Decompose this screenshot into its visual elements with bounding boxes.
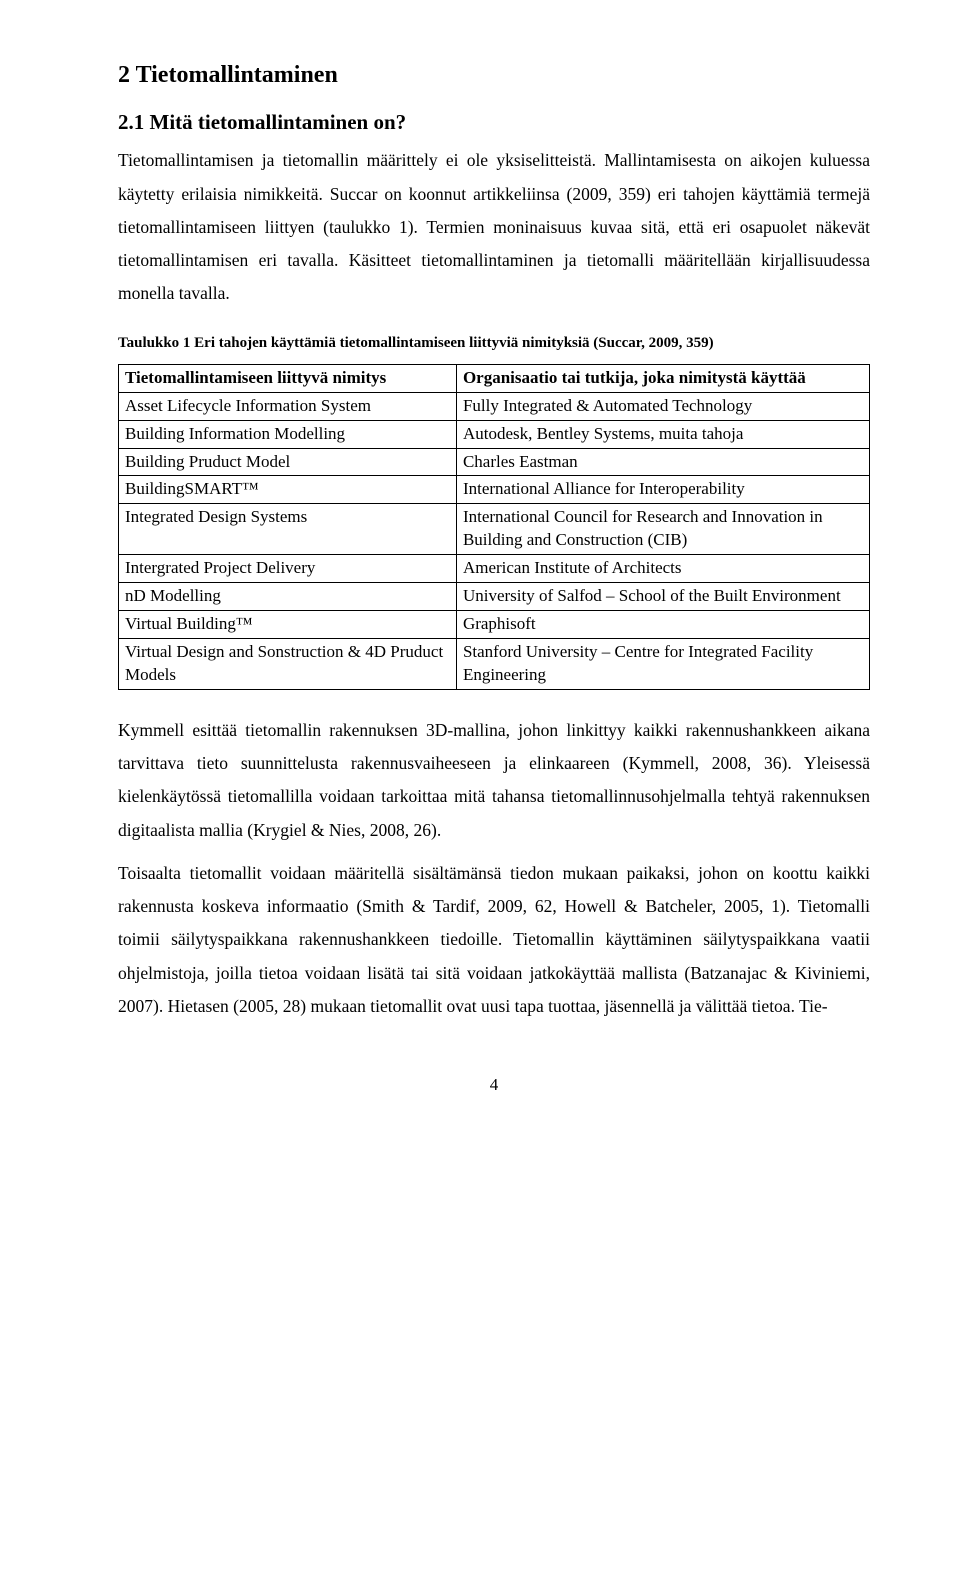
page-number: 4 <box>118 1069 870 1101</box>
table-cell: Autodesk, Bentley Systems, muita tahoja <box>456 420 869 448</box>
table-header-term: Tietomallintamiseen liittyvä nimitys <box>119 364 457 392</box>
table-row: Virtual Design and Sonstruction & 4D Pru… <box>119 639 870 690</box>
table-row: nD ModellingUniversity of Salfod – Schoo… <box>119 583 870 611</box>
table-cell: Fully Integrated & Automated Technology <box>456 392 869 420</box>
table-cell: International Alliance for Interoperabil… <box>456 476 869 504</box>
table-cell: Virtual Design and Sonstruction & 4D Pru… <box>119 639 457 690</box>
table-row: BuildingSMART™International Alliance for… <box>119 476 870 504</box>
table-cell: nD Modelling <box>119 583 457 611</box>
table-row: Integrated Design SystemsInternational C… <box>119 504 870 555</box>
table-cell: Stanford University – Centre for Integra… <box>456 639 869 690</box>
table-cell: International Council for Research and I… <box>456 504 869 555</box>
table-cell: University of Salfod – School of the Bui… <box>456 583 869 611</box>
heading-level-1: 2 Tietomallintaminen <box>118 60 870 91</box>
table-cell: Integrated Design Systems <box>119 504 457 555</box>
table-cell: Graphisoft <box>456 611 869 639</box>
terminology-table: Tietomallintamiseen liittyvä nimitys Org… <box>118 364 870 690</box>
table-header-org: Organisaatio tai tutkija, joka nimitystä… <box>456 364 869 392</box>
heading-level-2: 2.1 Mitä tietomallintaminen on? <box>118 109 870 136</box>
table-cell: BuildingSMART™ <box>119 476 457 504</box>
table-header-row: Tietomallintamiseen liittyvä nimitys Org… <box>119 364 870 392</box>
table-row: Asset Lifecycle Information SystemFully … <box>119 392 870 420</box>
table-cell: Charles Eastman <box>456 448 869 476</box>
table-cell: Virtual Building™ <box>119 611 457 639</box>
table-cell: Intergrated Project Delivery <box>119 555 457 583</box>
table-cell: Building Information Modelling <box>119 420 457 448</box>
paragraph-storage: Toisaalta tietomallit voidaan määritellä… <box>118 857 870 1023</box>
paragraph-intro: Tietomallintamisen ja tietomallin määrit… <box>118 144 870 310</box>
paragraph-kymmell: Kymmell esittää tietomallin rakennuksen … <box>118 714 870 847</box>
table-row: Building Information ModellingAutodesk, … <box>119 420 870 448</box>
table-cell: Building Pruduct Model <box>119 448 457 476</box>
table-cell: American Institute of Architects <box>456 555 869 583</box>
table-caption: Taulukko 1 Eri tahojen käyttämiä tietoma… <box>118 333 870 354</box>
table-row: Intergrated Project DeliveryAmerican Ins… <box>119 555 870 583</box>
table-row: Building Pruduct ModelCharles Eastman <box>119 448 870 476</box>
table-cell: Asset Lifecycle Information System <box>119 392 457 420</box>
table-row: Virtual Building™Graphisoft <box>119 611 870 639</box>
table-body: Asset Lifecycle Information SystemFully … <box>119 392 870 689</box>
